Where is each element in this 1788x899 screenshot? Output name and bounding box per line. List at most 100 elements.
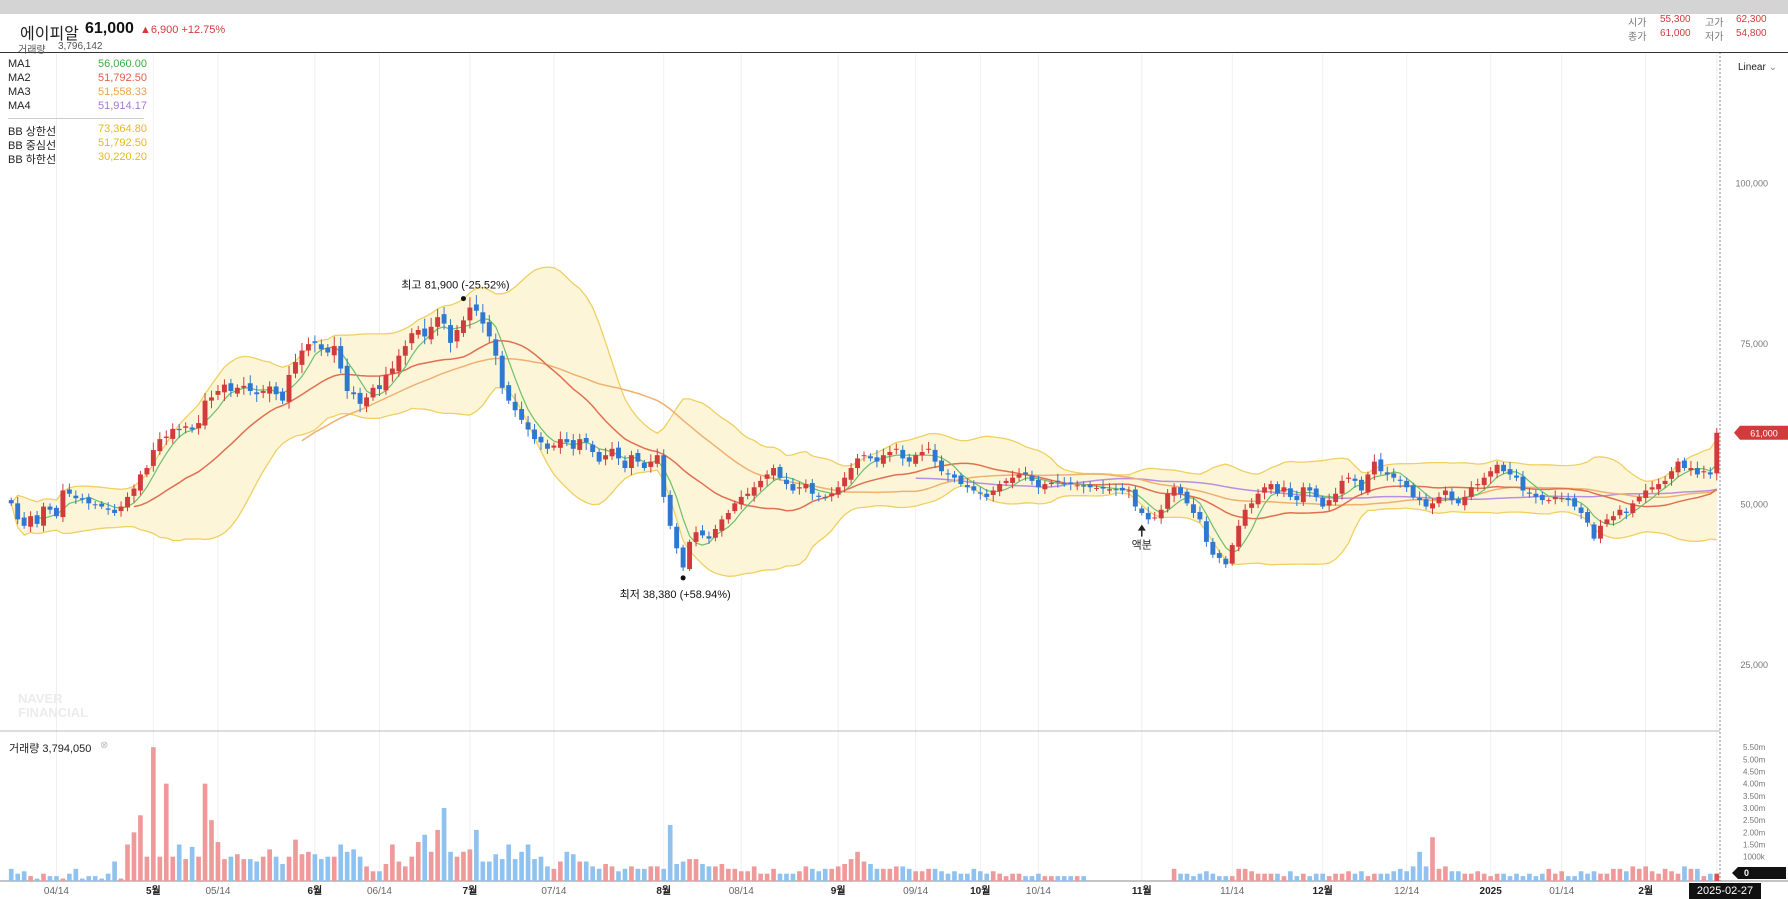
volume-bar xyxy=(299,854,305,881)
candle xyxy=(1210,537,1216,558)
volume-bar xyxy=(667,825,673,881)
candle xyxy=(926,442,932,454)
candle xyxy=(480,304,486,333)
candle-body xyxy=(661,455,667,497)
candle-body xyxy=(137,474,143,491)
candle xyxy=(997,480,1003,497)
volume-bar xyxy=(1591,871,1597,881)
volume-bar xyxy=(390,844,395,881)
candle xyxy=(1397,475,1403,488)
candle-body xyxy=(1623,511,1629,513)
candle xyxy=(1119,483,1125,495)
volume-bar xyxy=(461,851,466,881)
volume-bar xyxy=(222,859,227,881)
candle xyxy=(628,450,634,476)
candle-body xyxy=(325,347,331,353)
candle-body xyxy=(951,474,957,478)
volume-value: 3,796,142 xyxy=(58,41,103,52)
volume-bar xyxy=(1216,876,1222,881)
x-tick-label-2: 05/14 xyxy=(205,886,230,897)
candle xyxy=(1287,482,1293,501)
candle xyxy=(1436,492,1442,508)
volume-bar xyxy=(41,873,46,881)
candle-body xyxy=(1107,489,1112,491)
x-tick-label-17: 2025 xyxy=(1480,886,1503,897)
candle xyxy=(532,423,537,444)
candle xyxy=(719,515,725,537)
candle-body xyxy=(1455,499,1461,504)
candle xyxy=(1107,483,1112,494)
candle xyxy=(506,381,512,405)
candle xyxy=(344,358,350,399)
candle xyxy=(751,481,757,502)
volume-bar xyxy=(1559,871,1565,881)
candle-body xyxy=(525,422,531,430)
volume-bar xyxy=(99,878,105,881)
candle xyxy=(1352,474,1358,488)
candle xyxy=(796,481,802,495)
volume-bar xyxy=(1171,868,1177,881)
volume-bar xyxy=(570,854,576,881)
volume-bar xyxy=(67,873,72,881)
volume-bar xyxy=(351,849,356,881)
close-icon[interactable]: ⊗ xyxy=(100,740,109,751)
candle-body xyxy=(86,497,92,504)
candle xyxy=(377,376,382,397)
volume-bar xyxy=(1565,876,1571,881)
candle xyxy=(409,328,415,350)
candle-body xyxy=(641,462,647,469)
volume-bar xyxy=(887,868,893,881)
candle xyxy=(519,401,525,424)
volume-bar xyxy=(1294,876,1300,881)
candle-body xyxy=(1087,484,1093,488)
candle-body xyxy=(519,409,525,420)
candle xyxy=(1048,480,1054,487)
candle xyxy=(383,366,389,395)
candle xyxy=(1275,481,1280,497)
candle-body xyxy=(47,506,53,510)
high-label: 고가 xyxy=(1705,18,1724,29)
candle xyxy=(1701,465,1707,479)
candle-body xyxy=(1423,499,1429,507)
candle xyxy=(8,497,14,506)
candle-body xyxy=(1643,490,1649,498)
candle-body xyxy=(273,386,279,395)
candle xyxy=(1378,452,1384,475)
legend-bb-lower: BB 하한선 30,220.20 xyxy=(8,151,147,166)
scale-toggle-button[interactable]: Linear ⌄ xyxy=(1738,62,1777,73)
volume-bar xyxy=(1675,873,1681,881)
candle-body xyxy=(809,483,815,494)
candle-body xyxy=(803,484,809,489)
volume-bar xyxy=(1578,871,1584,881)
candle xyxy=(596,449,602,465)
candle-body xyxy=(480,312,486,324)
candle-body xyxy=(829,493,835,497)
candle-body xyxy=(1649,487,1655,490)
stock-price: 61,000 xyxy=(85,20,134,37)
volume-bar xyxy=(661,868,667,881)
candle xyxy=(1223,556,1229,568)
volume-bar xyxy=(1081,876,1086,881)
volume-bar xyxy=(939,871,944,881)
candle-body xyxy=(1010,477,1016,483)
candle-body xyxy=(570,440,576,449)
volume-bar xyxy=(170,856,176,881)
volume-bar xyxy=(926,868,931,881)
candle xyxy=(1262,483,1267,500)
candle-body xyxy=(1682,460,1687,469)
volume-bar xyxy=(1656,873,1661,881)
candle xyxy=(1507,462,1513,481)
volume-bar xyxy=(603,863,608,881)
candle xyxy=(1630,500,1636,518)
candle xyxy=(1074,480,1080,491)
volume-bar xyxy=(1643,866,1649,881)
candle-body xyxy=(551,445,557,448)
candle-body xyxy=(758,480,764,488)
candle-body xyxy=(557,439,563,448)
candle xyxy=(887,446,893,462)
candle-body xyxy=(706,536,712,539)
volume-bar xyxy=(1249,871,1254,881)
volume-bar xyxy=(1462,873,1468,881)
candle-body xyxy=(1694,468,1700,475)
